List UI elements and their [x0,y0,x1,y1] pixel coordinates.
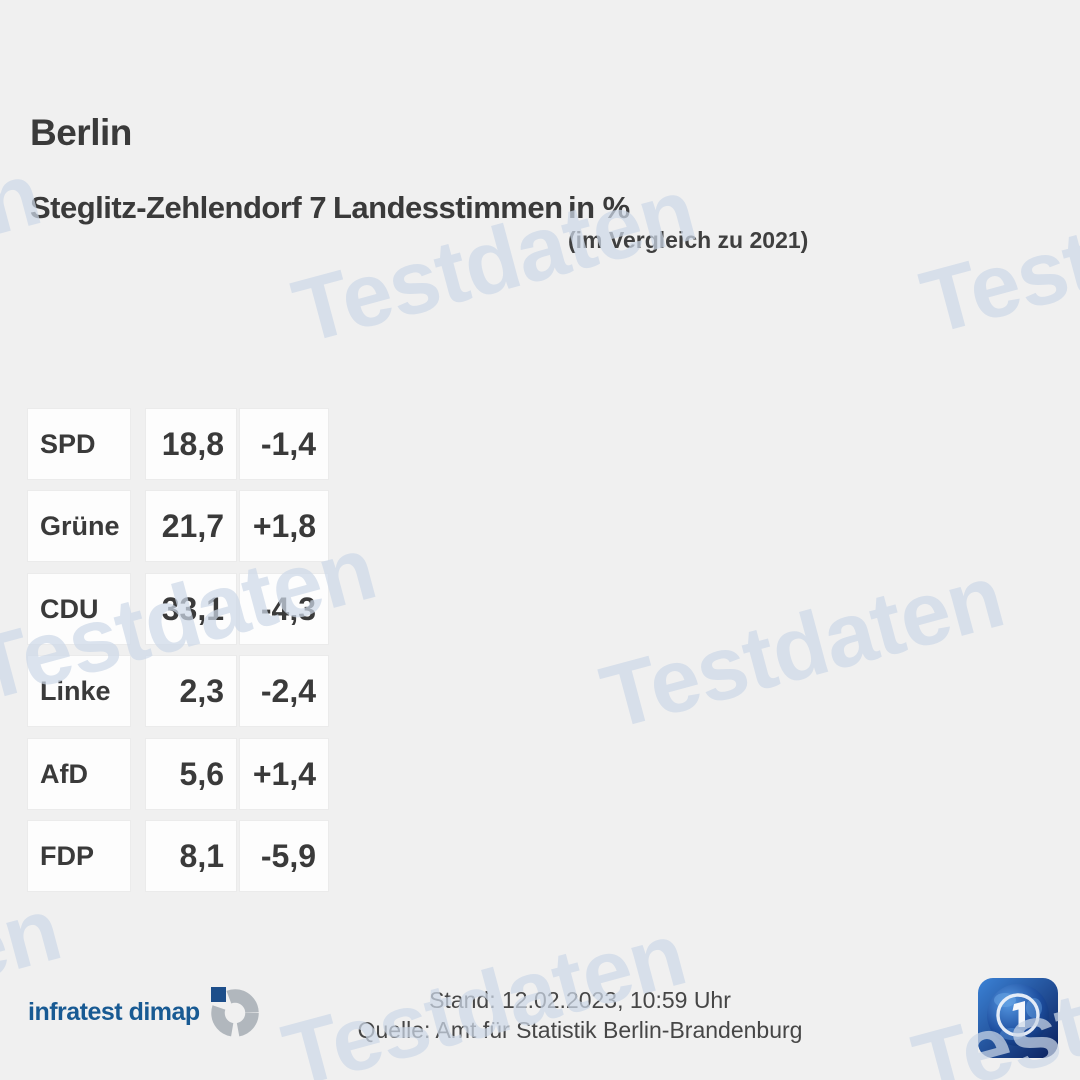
party-cell: Grüne [28,491,130,561]
party-cell: SPD [28,409,130,479]
source-line: Quelle: Amt für Statistik Berlin-Branden… [357,1017,803,1043]
diff-text: +1,8 [252,507,316,544]
party-label: Linke [40,675,111,706]
diff-cell: +1,4 [240,739,328,809]
value-cell: 5,6 [146,739,236,809]
party-cell: FDP [28,821,130,891]
ard-das-erste-logo-icon [978,978,1058,1058]
value-cell: 2,3 [146,656,236,726]
party-cell: Linke [28,656,130,726]
diff-text: -2,4 [260,672,316,709]
value-text: 2,3 [179,672,224,709]
infratest-dimap-logo-text: infratest dimap [28,998,200,1026]
comparison-label: (im Vergleich zu 2021) [568,227,809,253]
value-text: 21,7 [161,507,224,544]
party-label: FDP [40,840,94,871]
value-text: 5,6 [179,755,224,792]
infratest-dimap-logo-icon [211,987,259,1037]
footer-meta: Stand: 12.02.2023, 10:59 Uhr Quelle: Amt… [290,985,870,1045]
value-text: 8,1 [179,837,224,874]
party-label: AfD [40,758,88,789]
district-label: Steglitz-Zehlendorf 7 [30,190,327,225]
table-row: SPD 18,8 -1,4 [0,409,340,479]
diff-text: -5,9 [260,837,316,874]
diff-text: -4,3 [260,590,316,627]
value-cell: 8,1 [146,821,236,891]
diff-cell: -2,4 [240,656,328,726]
page-title: Berlin [30,112,132,153]
table-row: Grüne 21,7 +1,8 [0,491,340,561]
unit-label: in % [568,190,630,225]
party-label: SPD [40,428,96,459]
value-text: 18,8 [161,425,224,462]
table-row: FDP 8,1 -5,9 [0,821,340,891]
testdaten-watermark: Testdaten [591,546,1014,749]
party-cell: AfD [28,739,130,809]
value-text: 33,1 [161,590,224,627]
table-row: CDU 33,1 -4,3 [0,574,340,644]
party-label: CDU [40,593,99,624]
diff-text: -1,4 [260,425,316,462]
value-cell: 18,8 [146,409,236,479]
diff-cell: -4,3 [240,574,328,644]
table-row: Linke 2,3 -2,4 [0,656,340,726]
testdaten-watermark: Testdaten [0,879,71,1080]
vote-type-label: Landesstimmen [333,190,563,225]
stand-timestamp: Stand: 12.02.2023, 10:59 Uhr [429,987,731,1013]
value-cell: 21,7 [146,491,236,561]
table-row: AfD 5,6 +1,4 [0,739,340,809]
diff-cell: -1,4 [240,409,328,479]
diff-cell: -5,9 [240,821,328,891]
testdaten-watermark: Testdaten [0,144,51,347]
value-cell: 33,1 [146,574,236,644]
testdaten-watermark: Testdaten [911,151,1080,354]
party-label: Grüne [40,510,120,541]
diff-cell: +1,8 [240,491,328,561]
party-cell: CDU [28,574,130,644]
diff-text: +1,4 [252,755,316,792]
